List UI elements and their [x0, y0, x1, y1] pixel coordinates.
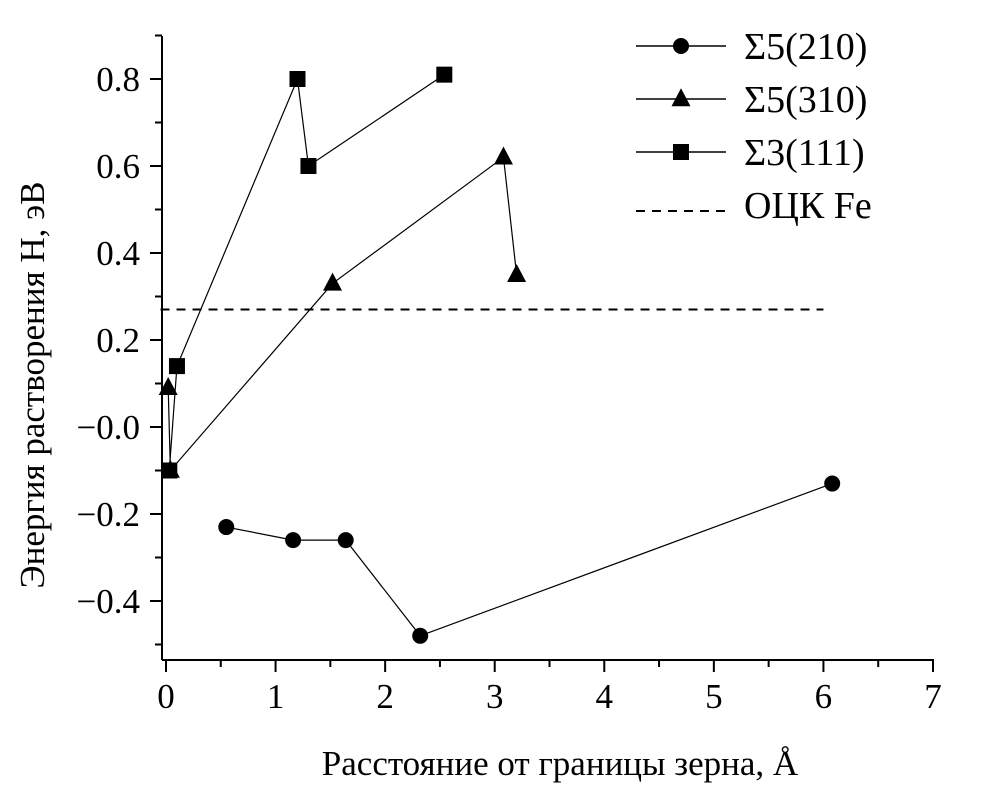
- legend: Σ5(210) Σ5(310) Σ3(111) ОЦК Fe: [636, 26, 872, 227]
- data-point-circle: [285, 532, 302, 549]
- x-tick-label: 2: [376, 677, 394, 716]
- x-tick-label: 7: [924, 677, 942, 716]
- x-axis-ticks: 0 1 2 3 4 5 6 7: [157, 660, 942, 716]
- legend-item: ОЦК Fe: [636, 185, 872, 227]
- series-line: [226, 482, 833, 637]
- data-point-triangle: [493, 146, 513, 165]
- data-point-square: [168, 358, 185, 375]
- data-point-circle: [218, 519, 235, 536]
- data-point-circle: [824, 475, 841, 492]
- x-tick-label: 0: [157, 677, 175, 716]
- y-tick-label: 0.8: [96, 60, 140, 99]
- y-axis-title: Энергия растворения H, эВ: [13, 182, 52, 589]
- legend-item: Σ5(310): [636, 79, 867, 121]
- x-axis-title: Расстояние от границы зерна, Å: [322, 744, 799, 783]
- y-tick-label: 0.4: [96, 234, 140, 273]
- series-circle: [218, 475, 841, 644]
- data-point-square: [161, 462, 178, 479]
- data-point-circle: [412, 627, 429, 644]
- y-tick-label: −0.2: [77, 495, 141, 534]
- series-line: [168, 74, 445, 471]
- data-point-square: [300, 158, 317, 174]
- legend-label: ОЦК Fe: [744, 185, 872, 227]
- y-tick-label: −0.4: [77, 582, 141, 621]
- legend-label: Σ5(210): [744, 26, 867, 68]
- legend-label: Σ3(111): [744, 132, 865, 174]
- x-tick-label: 4: [596, 677, 614, 716]
- x-tick-label: 1: [267, 677, 285, 716]
- series-group: [158, 66, 841, 644]
- y-tick-label: −0.0: [77, 408, 141, 447]
- y-axis-ticks: 0.8 0.6 0.4 0.2 −0.0 −0.2 −0.4: [77, 34, 162, 646]
- y-tick-label: 0.6: [96, 147, 140, 186]
- y-tick-label: 0.2: [96, 321, 140, 360]
- data-point-square: [436, 66, 453, 83]
- data-point-circle: [337, 532, 354, 549]
- data-point-triangle: [158, 377, 178, 396]
- legend-marker-triangle: [671, 88, 691, 107]
- axes: [161, 36, 934, 661]
- legend-marker-square: [673, 144, 689, 160]
- series-line: [167, 156, 518, 473]
- x-tick-label: 5: [705, 677, 723, 716]
- data-point-triangle: [507, 263, 527, 282]
- legend-item: Σ3(111): [636, 132, 865, 174]
- legend-label: Σ5(310): [744, 79, 867, 121]
- data-point-square: [289, 71, 306, 87]
- legend-marker-circle: [673, 38, 689, 54]
- data-point-triangle: [323, 272, 343, 291]
- series-square: [161, 66, 453, 479]
- x-tick-label: 3: [486, 677, 504, 716]
- series-triangle: [158, 146, 527, 478]
- x-tick-label: 6: [815, 677, 833, 716]
- legend-item: Σ5(210): [636, 26, 867, 68]
